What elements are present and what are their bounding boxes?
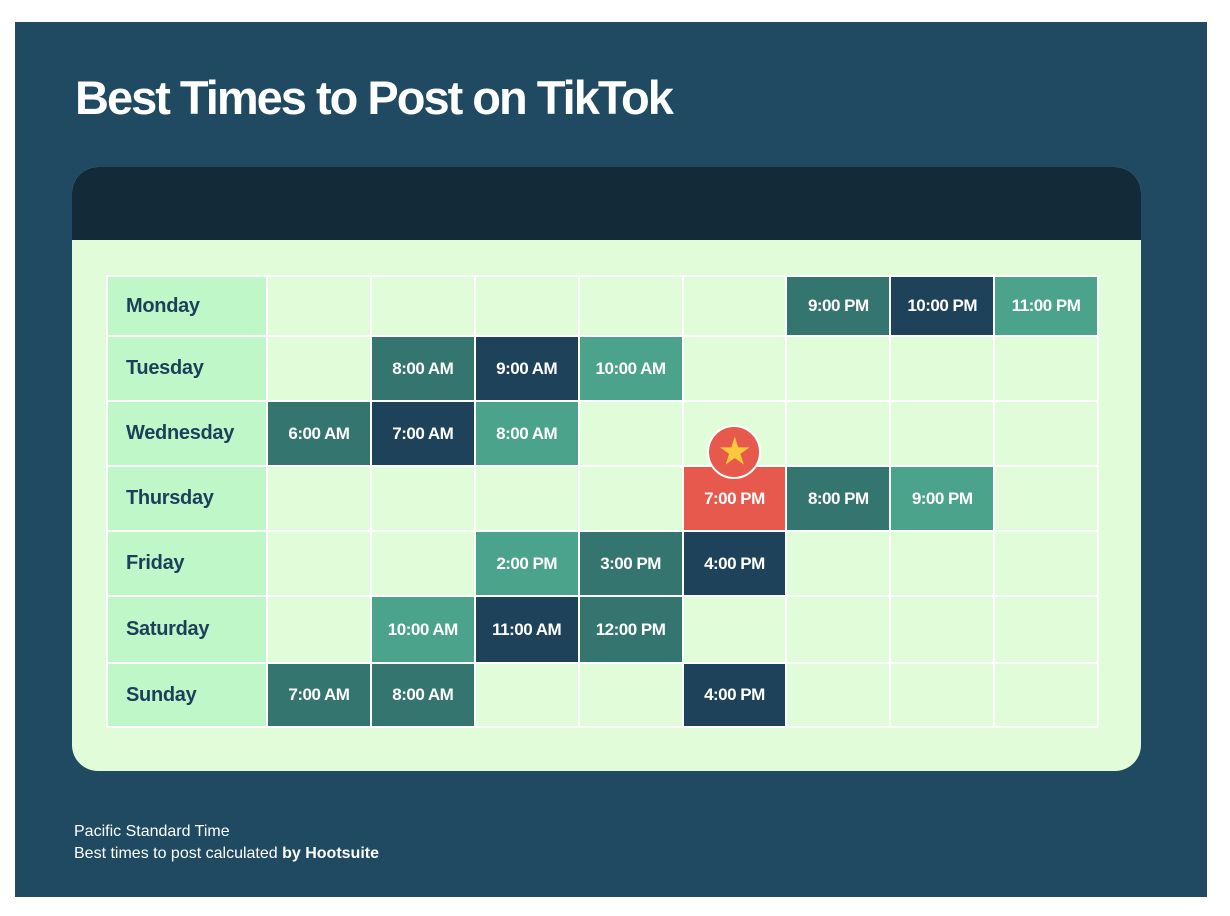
schedule-card: Monday 9:00 PM 10:00 PM 11:00 PM Tuesday 8:00… bbox=[72, 167, 1141, 771]
time-label: 3:00 PM bbox=[600, 553, 661, 573]
empty-slot bbox=[995, 664, 1099, 728]
time-label: 7:00 AM bbox=[392, 423, 454, 443]
empty-slot bbox=[683, 597, 788, 664]
time-slot: 4:00 PM bbox=[683, 664, 788, 728]
schedule-grid: Monday 9:00 PM 10:00 PM 11:00 PM Tuesday 8:00… bbox=[106, 275, 1099, 728]
empty-slot bbox=[579, 467, 684, 532]
empty-slot bbox=[995, 467, 1099, 532]
empty-slot bbox=[268, 337, 372, 402]
empty-slot bbox=[995, 402, 1099, 467]
time-slot: 8:00 AM bbox=[371, 664, 476, 728]
time-label: 2:00 PM bbox=[496, 553, 558, 573]
time-slot: 9:00 PM bbox=[787, 277, 892, 337]
time-slot: 6:00 AM bbox=[268, 402, 372, 467]
time-label: 10:00 PM bbox=[907, 296, 978, 315]
empty-slot bbox=[787, 532, 892, 597]
day-label: Tuesday bbox=[108, 337, 268, 402]
time-slot: 10:00 AM bbox=[371, 597, 476, 664]
time-slot: 7:00 AM bbox=[268, 664, 372, 728]
time-label: 8:00 AM bbox=[392, 358, 454, 378]
time-slot: 9:00 AM bbox=[475, 337, 580, 402]
empty-slot bbox=[683, 337, 788, 402]
time-label: 7:00 AM bbox=[288, 685, 350, 704]
time-slot: 12:00 PM bbox=[579, 597, 684, 664]
empty-slot bbox=[683, 277, 788, 337]
empty-slot bbox=[891, 664, 996, 728]
empty-slot bbox=[475, 277, 580, 337]
day-label: Wednesday bbox=[108, 402, 268, 467]
timezone-note: Pacific Standard Time bbox=[74, 823, 230, 840]
empty-slot bbox=[579, 277, 684, 337]
empty-slot bbox=[268, 277, 372, 337]
empty-slot bbox=[268, 532, 372, 597]
time-slot: 10:00 AM bbox=[579, 337, 684, 402]
time-slot: 9:00 PM bbox=[891, 467, 996, 532]
empty-slot bbox=[891, 402, 996, 467]
page-title: Best Times to Post on TikTok bbox=[75, 71, 674, 124]
time-label: 12:00 PM bbox=[595, 619, 666, 639]
empty-slot bbox=[371, 532, 476, 597]
empty-slot bbox=[579, 402, 684, 467]
day-label: Sunday bbox=[108, 664, 268, 728]
time-slot: 8:00 PM bbox=[787, 467, 892, 532]
empty-slot bbox=[891, 597, 996, 664]
time-label: 9:00 PM bbox=[911, 488, 973, 508]
time-slot: 3:00 PM bbox=[579, 532, 684, 597]
empty-slot bbox=[787, 402, 892, 467]
time-label: 4:00 PM bbox=[704, 685, 765, 704]
time-label: 8:00 AM bbox=[496, 423, 558, 443]
time-slot: 8:00 AM bbox=[371, 337, 476, 402]
time-slot: 10:00 PM bbox=[891, 277, 996, 337]
empty-slot bbox=[371, 277, 476, 337]
time-slot: 11:00 PM bbox=[995, 277, 1099, 337]
time-slot: 8:00 AM bbox=[475, 402, 580, 467]
empty-slot bbox=[787, 664, 892, 728]
empty-slot bbox=[787, 597, 892, 664]
empty-slot bbox=[995, 532, 1099, 597]
time-slot: 11:00 AM bbox=[475, 597, 580, 664]
day-label: Saturday bbox=[108, 597, 268, 664]
infographic-panel: Best Times to Post on TikTok Monday 9:00 … bbox=[15, 22, 1207, 897]
empty-slot bbox=[268, 597, 372, 664]
empty-slot bbox=[475, 467, 580, 532]
time-label: 9:00 PM bbox=[807, 296, 869, 315]
time-label: 7:00 PM bbox=[704, 488, 765, 508]
time-label: 8:00 AM bbox=[392, 685, 454, 704]
day-label: Monday bbox=[108, 277, 268, 337]
credit-note: Best times to post calculated by Hootsui… bbox=[74, 845, 379, 863]
empty-slot bbox=[995, 337, 1099, 402]
empty-slot bbox=[787, 337, 892, 402]
time-label: 8:00 PM bbox=[807, 488, 869, 508]
time-slot: 4:00 PM bbox=[683, 532, 788, 597]
empty-slot bbox=[268, 467, 372, 532]
empty-slot bbox=[371, 467, 476, 532]
star-icon: ★ bbox=[707, 425, 762, 479]
day-label: Friday bbox=[108, 532, 268, 597]
empty-slot bbox=[579, 664, 684, 728]
best-time-slot: 7:00 PM ★ bbox=[683, 425, 788, 532]
time-label: 11:00 PM bbox=[1011, 296, 1081, 315]
time-label: 11:00 AM bbox=[492, 619, 562, 639]
card-header-bar bbox=[72, 167, 1141, 240]
time-slot: 2:00 PM bbox=[475, 532, 580, 597]
empty-slot bbox=[891, 532, 996, 597]
time-label: 9:00 AM bbox=[496, 358, 558, 378]
empty-slot bbox=[891, 337, 996, 402]
credit-source: by Hootsuite bbox=[282, 845, 379, 862]
time-slot: 7:00 AM bbox=[371, 402, 476, 467]
empty-slot bbox=[995, 597, 1099, 664]
time-label: 6:00 AM bbox=[288, 423, 350, 443]
credit-prefix: Best times to post calculated bbox=[74, 845, 283, 862]
time-label: 10:00 AM bbox=[595, 358, 667, 378]
empty-slot bbox=[475, 664, 580, 728]
day-label: Thursday bbox=[108, 467, 268, 532]
time-label: 10:00 AM bbox=[387, 619, 459, 639]
time-label: 4:00 PM bbox=[704, 553, 765, 573]
